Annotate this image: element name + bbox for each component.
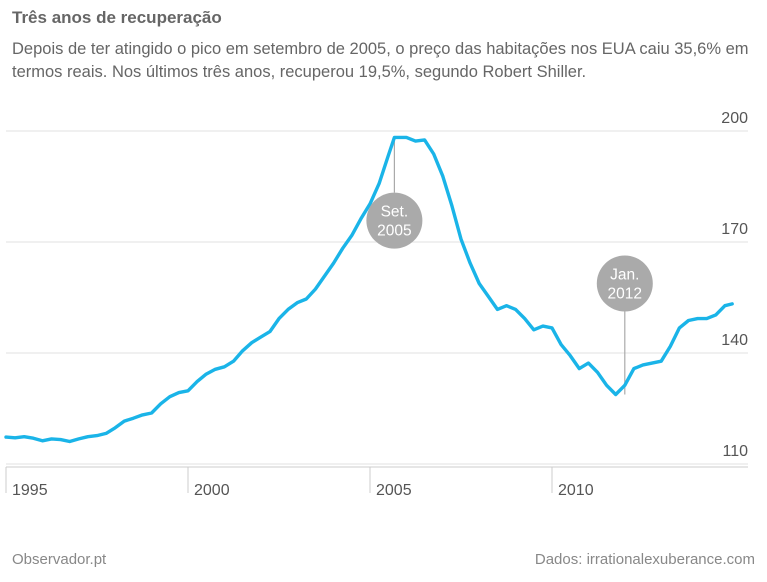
annotation-label-year-1: 2012: [608, 286, 642, 303]
series-line-0: [4, 135, 734, 444]
y-tick-label-170: 170: [721, 221, 748, 238]
chart-subtitle: Depois de ter atingido o pico em setembr…: [12, 40, 749, 81]
publisher-credit: Observador.pt: [12, 551, 107, 568]
x-tick-label-2010: 2010: [558, 482, 594, 499]
annotation-label-month-1: Jan.: [610, 267, 639, 284]
annotation-bubble-1: [596, 255, 653, 312]
y-tick-label-110: 110: [722, 443, 748, 460]
annotation-label-year-0: 2005: [377, 223, 411, 240]
x-tick-label-2005: 2005: [376, 482, 412, 499]
annotation-bubble-0: [366, 192, 423, 249]
annotation-label-month-0: Set.: [381, 204, 409, 221]
data-source: Dados: irrationalexuberance.com: [534, 551, 755, 568]
y-tick-label-200: 200: [721, 110, 748, 127]
y-tick-label-140: 140: [721, 332, 748, 349]
chart-title: Três anos de recuperação: [12, 8, 222, 27]
x-tick-label-1995: 1995: [12, 482, 48, 499]
x-tick-label-2000: 2000: [194, 482, 230, 499]
